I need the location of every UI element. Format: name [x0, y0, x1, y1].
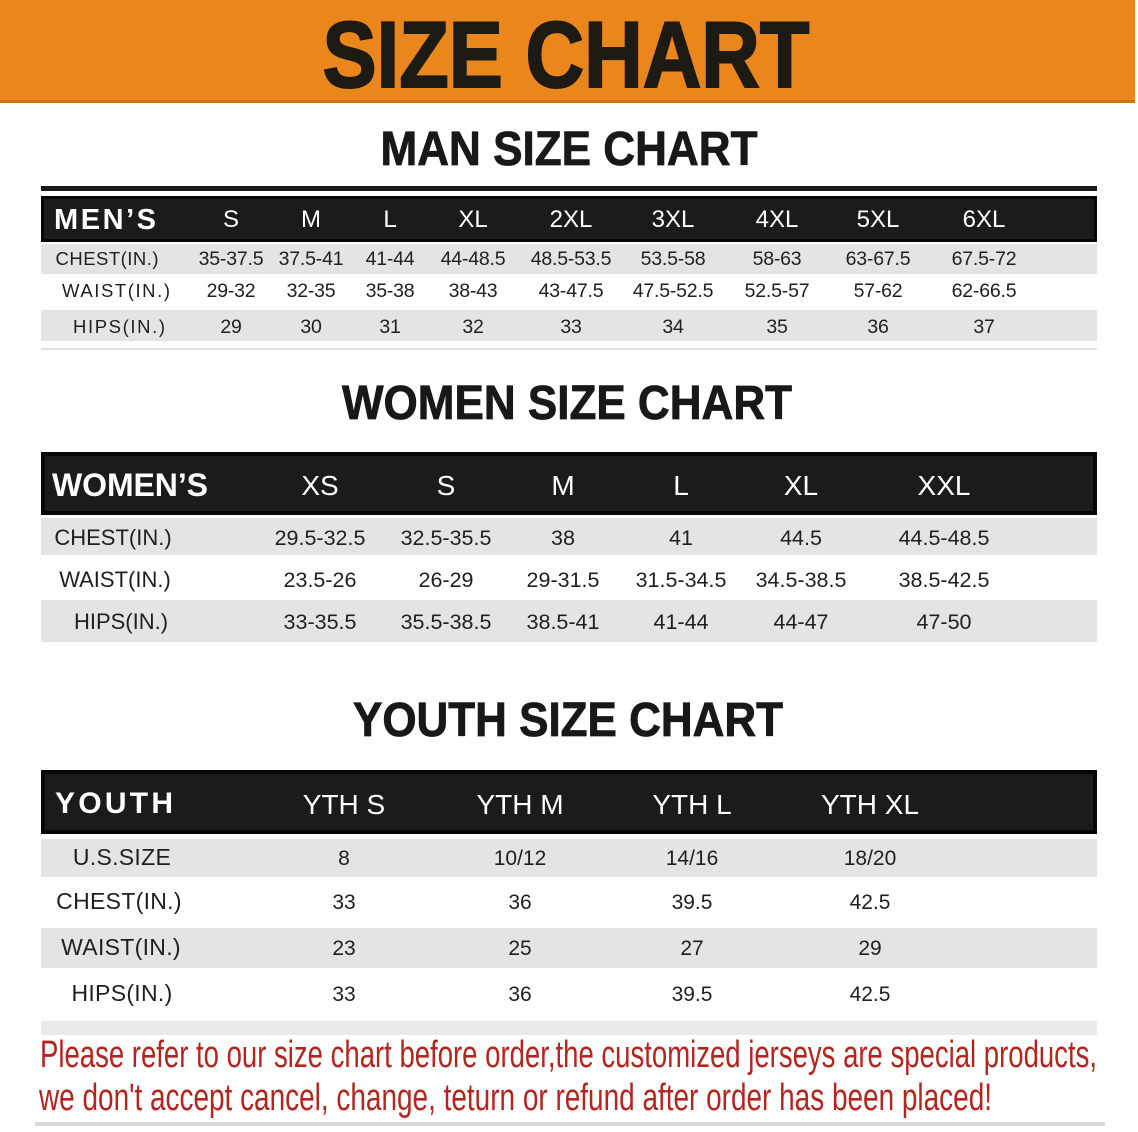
svg-text:L: L: [673, 470, 689, 501]
svg-text:36: 36: [867, 316, 888, 338]
svg-text:WOMEN’S: WOMEN’S: [52, 467, 208, 503]
svg-text:WAIST(IN.): WAIST(IN.): [59, 567, 171, 592]
svg-text:39.5: 39.5: [672, 983, 713, 1006]
svg-text:63-67.5: 63-67.5: [846, 248, 911, 270]
svg-text:33: 33: [332, 983, 355, 1006]
svg-text:67.5-72: 67.5-72: [952, 248, 1017, 270]
svg-text:YTH L: YTH L: [652, 789, 731, 820]
svg-text:41-44: 41-44: [366, 248, 415, 270]
svg-text:XS: XS: [301, 470, 338, 501]
svg-text:10/12: 10/12: [494, 847, 547, 870]
svg-text:30: 30: [300, 316, 322, 338]
svg-text:34: 34: [662, 316, 684, 338]
svg-text:WAIST(IN.): WAIST(IN.): [61, 934, 181, 960]
svg-text:38-43: 38-43: [449, 280, 498, 302]
svg-text:35.5-38.5: 35.5-38.5: [401, 610, 492, 634]
svg-text:44.5: 44.5: [780, 526, 822, 550]
svg-text:23.5-26: 23.5-26: [284, 568, 357, 592]
svg-text:29.5-32.5: 29.5-32.5: [275, 526, 366, 550]
svg-text:53.5-58: 53.5-58: [641, 248, 706, 270]
svg-text:27: 27: [680, 937, 703, 960]
svg-text:4XL: 4XL: [756, 206, 799, 233]
svg-text:5XL: 5XL: [857, 206, 900, 233]
svg-text:M: M: [551, 470, 574, 501]
svg-text:2XL: 2XL: [550, 206, 593, 233]
svg-text:57-62: 57-62: [854, 280, 903, 302]
svg-text:S: S: [437, 470, 456, 501]
svg-text:HIPS(IN.): HIPS(IN.): [71, 980, 172, 1006]
svg-text:29-32: 29-32: [207, 280, 256, 302]
svg-text:44-48.5: 44-48.5: [441, 248, 506, 270]
svg-text:we don't accept cancel, change: we don't accept cancel, change, teturn o…: [38, 1077, 992, 1119]
svg-text:44-47: 44-47: [774, 610, 829, 634]
svg-text:36: 36: [508, 983, 531, 1006]
svg-text:WOMEN SIZE CHART: WOMEN SIZE CHART: [342, 377, 792, 430]
svg-text:62-66.5: 62-66.5: [952, 280, 1017, 302]
svg-text:HIPS(IN.): HIPS(IN.): [73, 316, 165, 337]
svg-text:47-50: 47-50: [917, 610, 972, 634]
svg-text:HIPS(IN.): HIPS(IN.): [74, 609, 168, 634]
svg-text:31.5-34.5: 31.5-34.5: [636, 568, 727, 592]
svg-text:CHEST(IN.): CHEST(IN.): [56, 888, 182, 914]
svg-text:U.S.SIZE: U.S.SIZE: [73, 844, 171, 870]
svg-text:L: L: [383, 206, 396, 233]
svg-text:42.5: 42.5: [850, 891, 891, 914]
svg-text:37: 37: [973, 316, 994, 338]
svg-text:14/16: 14/16: [666, 847, 719, 870]
svg-text:58-63: 58-63: [753, 248, 802, 270]
svg-text:48.5-53.5: 48.5-53.5: [531, 248, 612, 270]
svg-text:8: 8: [338, 847, 350, 870]
svg-text:XL: XL: [458, 206, 487, 233]
svg-text:23: 23: [332, 937, 355, 960]
svg-text:38: 38: [551, 526, 575, 550]
svg-text:YTH S: YTH S: [303, 789, 385, 820]
svg-text:42.5: 42.5: [850, 983, 891, 1006]
svg-text:35-38: 35-38: [366, 280, 415, 302]
svg-text:XXL: XXL: [918, 470, 971, 501]
svg-text:26-29: 26-29: [419, 568, 474, 592]
svg-text:33-35.5: 33-35.5: [284, 610, 357, 634]
svg-text:MAN SIZE CHART: MAN SIZE CHART: [381, 123, 758, 176]
svg-text:YTH XL: YTH XL: [821, 789, 919, 820]
svg-text:38.5-41: 38.5-41: [527, 610, 600, 634]
svg-text:Please refer to our size chart: Please refer to our size chart before or…: [40, 1034, 1097, 1076]
svg-text:YOUTH: YOUTH: [55, 787, 173, 820]
svg-text:41: 41: [669, 526, 693, 550]
svg-text:18/20: 18/20: [844, 847, 897, 870]
svg-text:YTH M: YTH M: [476, 789, 563, 820]
svg-text:29: 29: [220, 316, 241, 338]
svg-text:MEN’S: MEN’S: [54, 204, 156, 236]
svg-text:37.5-41: 37.5-41: [279, 248, 344, 270]
svg-text:33: 33: [560, 316, 581, 338]
svg-text:47.5-52.5: 47.5-52.5: [633, 280, 714, 302]
svg-text:32: 32: [462, 316, 483, 338]
svg-text:M: M: [301, 206, 321, 233]
svg-text:CHEST(IN.): CHEST(IN.): [54, 525, 171, 550]
svg-text:XL: XL: [784, 470, 818, 501]
svg-text:32-35: 32-35: [287, 280, 336, 302]
svg-text:S: S: [223, 206, 239, 233]
svg-text:29: 29: [858, 937, 881, 960]
svg-text:43-47.5: 43-47.5: [539, 280, 604, 302]
svg-text:3XL: 3XL: [652, 206, 695, 233]
svg-text:34.5-38.5: 34.5-38.5: [756, 568, 847, 592]
svg-text:32.5-35.5: 32.5-35.5: [401, 526, 492, 550]
svg-text:WAIST(IN.): WAIST(IN.): [62, 280, 170, 301]
svg-text:35: 35: [766, 316, 788, 338]
svg-text:38.5-42.5: 38.5-42.5: [899, 568, 990, 592]
svg-text:41-44: 41-44: [654, 610, 709, 634]
svg-text:CHEST(IN.): CHEST(IN.): [56, 248, 159, 269]
svg-text:31: 31: [379, 316, 400, 338]
svg-text:36: 36: [508, 891, 531, 914]
svg-text:29-31.5: 29-31.5: [527, 568, 600, 592]
svg-text:33: 33: [332, 891, 355, 914]
svg-text:YOUTH SIZE CHART: YOUTH SIZE CHART: [353, 694, 783, 747]
svg-text:39.5: 39.5: [672, 891, 713, 914]
svg-text:25: 25: [508, 937, 531, 960]
svg-text:SIZE CHART: SIZE CHART: [323, 2, 810, 107]
svg-text:44.5-48.5: 44.5-48.5: [899, 526, 990, 550]
svg-text:52.5-57: 52.5-57: [745, 280, 810, 302]
svg-text:6XL: 6XL: [963, 206, 1006, 233]
svg-text:35-37.5: 35-37.5: [199, 248, 264, 270]
